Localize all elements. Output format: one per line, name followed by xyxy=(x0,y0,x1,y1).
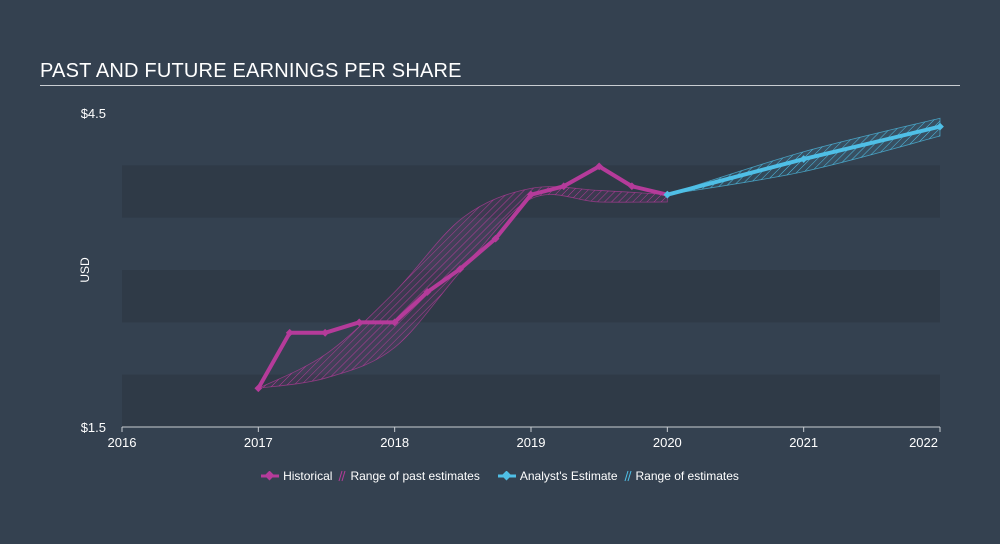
historical-point xyxy=(527,190,535,199)
estimate-point xyxy=(936,122,944,131)
legend-label-historical: Historical xyxy=(283,469,333,483)
historical-point xyxy=(423,288,432,296)
analyst-estimate-legend-icon xyxy=(497,471,516,481)
legend-item-analyst-estimate: Analyst's Estimate xyxy=(497,469,618,483)
y-axis-label: USD xyxy=(78,257,92,283)
axes xyxy=(121,426,941,432)
title-divider xyxy=(40,85,960,86)
axis-labels: 2016 2017 2018 2019 2020 2021 2022 $4.5 $1.5 USD xyxy=(78,106,938,450)
historical-point xyxy=(254,384,263,393)
legend-label-analyst-estimate: Analyst's Estimate xyxy=(519,469,618,483)
legend-label-past-range: Range of past estimates xyxy=(350,469,480,483)
historical-point xyxy=(390,318,399,327)
x-tick-label: 2018 xyxy=(380,435,409,450)
estimate-ranges xyxy=(258,117,941,389)
x-tick-label: 2021 xyxy=(789,435,818,450)
estimate-range-legend-icon xyxy=(624,470,631,482)
historical-legend-icon xyxy=(261,471,280,481)
estimate-point xyxy=(663,190,672,199)
legend: Historical Range of past estimates Analy… xyxy=(0,469,1000,483)
x-tick-label: 2016 xyxy=(108,435,137,450)
past-range-legend-icon xyxy=(338,470,346,482)
historical-point xyxy=(456,265,464,273)
series-markers xyxy=(254,122,944,393)
legend-item-historical: Historical xyxy=(261,469,332,483)
y-tick-label-min: $1.5 xyxy=(81,420,106,435)
legend-item-estimate-range: Range of estimates xyxy=(624,469,739,483)
y-tick-label-max: $4.5 xyxy=(81,106,106,121)
historical-point xyxy=(595,162,604,171)
estimate-point xyxy=(799,155,808,163)
x-tick-label: 2020 xyxy=(653,435,682,450)
x-tick-label: 2019 xyxy=(517,435,546,450)
x-tick-label: 2017 xyxy=(244,435,273,450)
historical-point xyxy=(355,318,364,327)
historical-point xyxy=(627,182,636,191)
historical-point xyxy=(559,182,568,191)
background-bands xyxy=(122,165,940,427)
background-band xyxy=(122,270,940,323)
historical-point xyxy=(285,328,294,337)
chart-title: PAST AND FUTURE EARNINGS PER SHARE xyxy=(40,60,462,82)
background-band xyxy=(122,374,940,427)
legend-label-estimate-range: Range of estimates xyxy=(635,469,739,483)
x-tick-label: 2022 xyxy=(909,435,938,450)
historical-point xyxy=(321,328,330,337)
legend-item-past-range: Range of past estimates xyxy=(338,469,480,483)
